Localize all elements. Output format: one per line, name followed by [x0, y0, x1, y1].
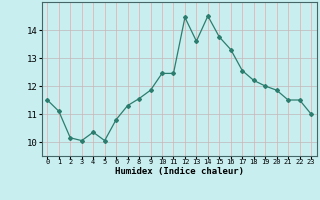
X-axis label: Humidex (Indice chaleur): Humidex (Indice chaleur)	[115, 167, 244, 176]
